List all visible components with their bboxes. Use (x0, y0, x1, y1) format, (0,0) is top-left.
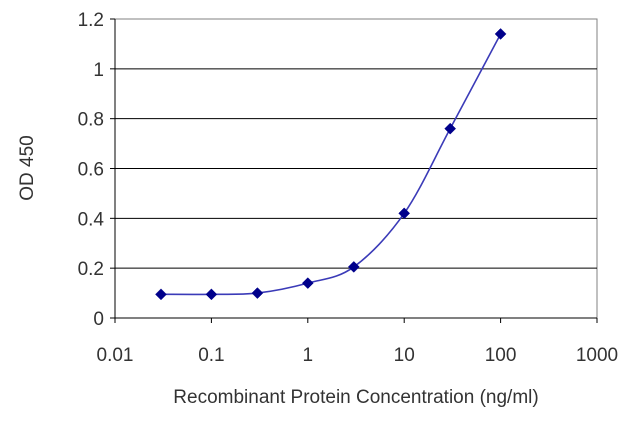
series-group (155, 28, 507, 301)
y-tick-label: 0.6 (78, 160, 104, 181)
data-point (155, 288, 167, 301)
x-tick-label: 1 (303, 345, 314, 366)
data-point (301, 277, 314, 289)
gridlines (115, 68, 597, 269)
y-tick-label: 0.8 (78, 110, 104, 131)
data-point (494, 28, 507, 40)
y-tick-label: 0 (93, 309, 104, 330)
x-tick-label: 100 (485, 345, 517, 366)
y-tick-label: 0.4 (78, 209, 105, 230)
x-tick-label: 1000 (576, 345, 618, 366)
x-tick-label: 10 (394, 345, 415, 366)
x-tick-label: 0.01 (97, 345, 134, 366)
data-point (398, 207, 411, 220)
x-axis-title: Recombinant Protein Concentration (ng/ml… (173, 387, 538, 408)
data-point (347, 261, 360, 273)
y-axis-ticks: 0 0.2 0.4 0.6 0.8 1 1.2 (78, 10, 115, 330)
data-point (205, 288, 218, 301)
x-axis-ticks: 0.01 0.1 1 10 100 1000 (97, 318, 618, 366)
y-axis-title: OD 450 (17, 135, 38, 200)
y-tick-label: 1.2 (78, 10, 104, 31)
data-point (444, 122, 457, 135)
y-tick-label: 1 (93, 60, 104, 81)
y-tick-label: 0.2 (78, 259, 104, 280)
data-point (251, 287, 264, 299)
x-tick-label: 0.1 (198, 345, 224, 366)
